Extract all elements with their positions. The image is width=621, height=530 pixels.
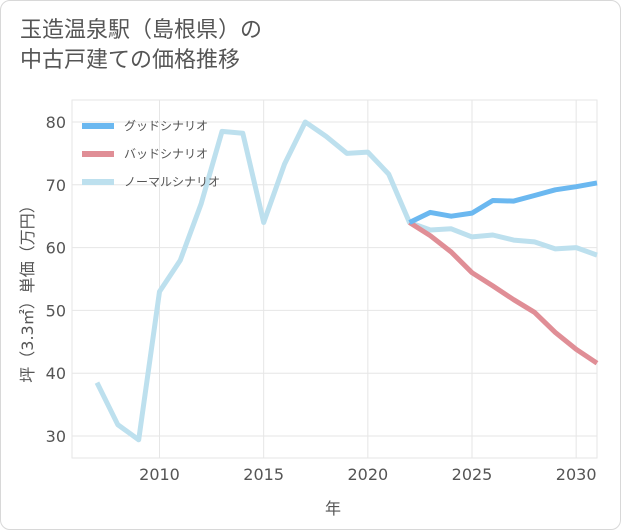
y-tick-label: 40 [46,364,66,383]
series-lines [94,119,599,443]
x-tick-label: 2025 [452,465,493,484]
legend-label: バッドシナリオ [124,147,208,161]
y-axis-label: 坪（3.3㎡）単価（万円） [18,197,37,382]
x-tick-label: 2020 [347,465,388,484]
legend-label: ノーマルシナリオ [124,175,220,189]
x-axis-label: 年 [325,499,341,518]
y-tick-label: 30 [46,427,66,446]
series-line-2 [94,119,598,443]
y-tick-label: 80 [46,113,66,132]
y-tick-label: 60 [46,239,66,258]
legend-label: グッドシナリオ [124,119,208,133]
grid [71,99,598,459]
x-tick-label: 2030 [556,465,597,484]
chart-title: 玉造温泉駅（島根県）の 中古戸建ての価格推移 [20,16,262,76]
y-tick-label: 70 [46,176,66,195]
axes: 2010 2015 2020 2025 2030 30 40 50 60 70 80 [46,113,597,484]
x-tick-label: 2015 [243,465,284,484]
chart-title-line1: 玉造温泉駅（島根県）の [20,18,263,43]
chart-title-line2: 中古戸建ての価格推移 [20,48,241,73]
plot-area [71,99,598,459]
x-tick-label: 2010 [139,465,180,484]
series-line-0 [408,180,598,225]
y-tick-label: 50 [46,301,66,320]
series-line-1 [408,220,599,366]
